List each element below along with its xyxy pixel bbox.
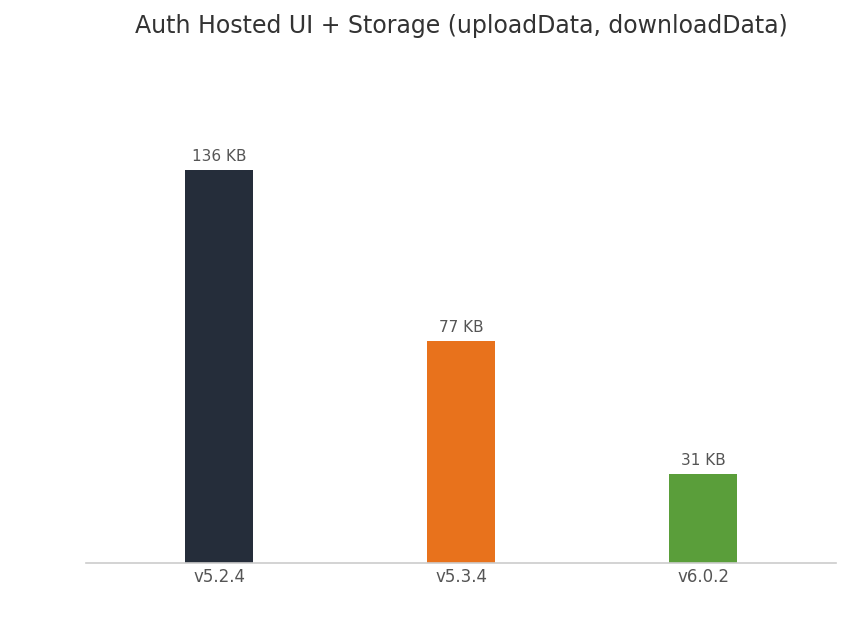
- Text: 77 KB: 77 KB: [438, 320, 483, 335]
- Text: 31 KB: 31 KB: [680, 453, 725, 468]
- Bar: [185, 170, 253, 563]
- Title: Auth Hosted UI + Storage (uploadData, downloadData): Auth Hosted UI + Storage (uploadData, do…: [134, 13, 787, 38]
- Bar: [668, 474, 736, 563]
- Text: 136 KB: 136 KB: [192, 150, 246, 164]
- Bar: [427, 340, 494, 563]
